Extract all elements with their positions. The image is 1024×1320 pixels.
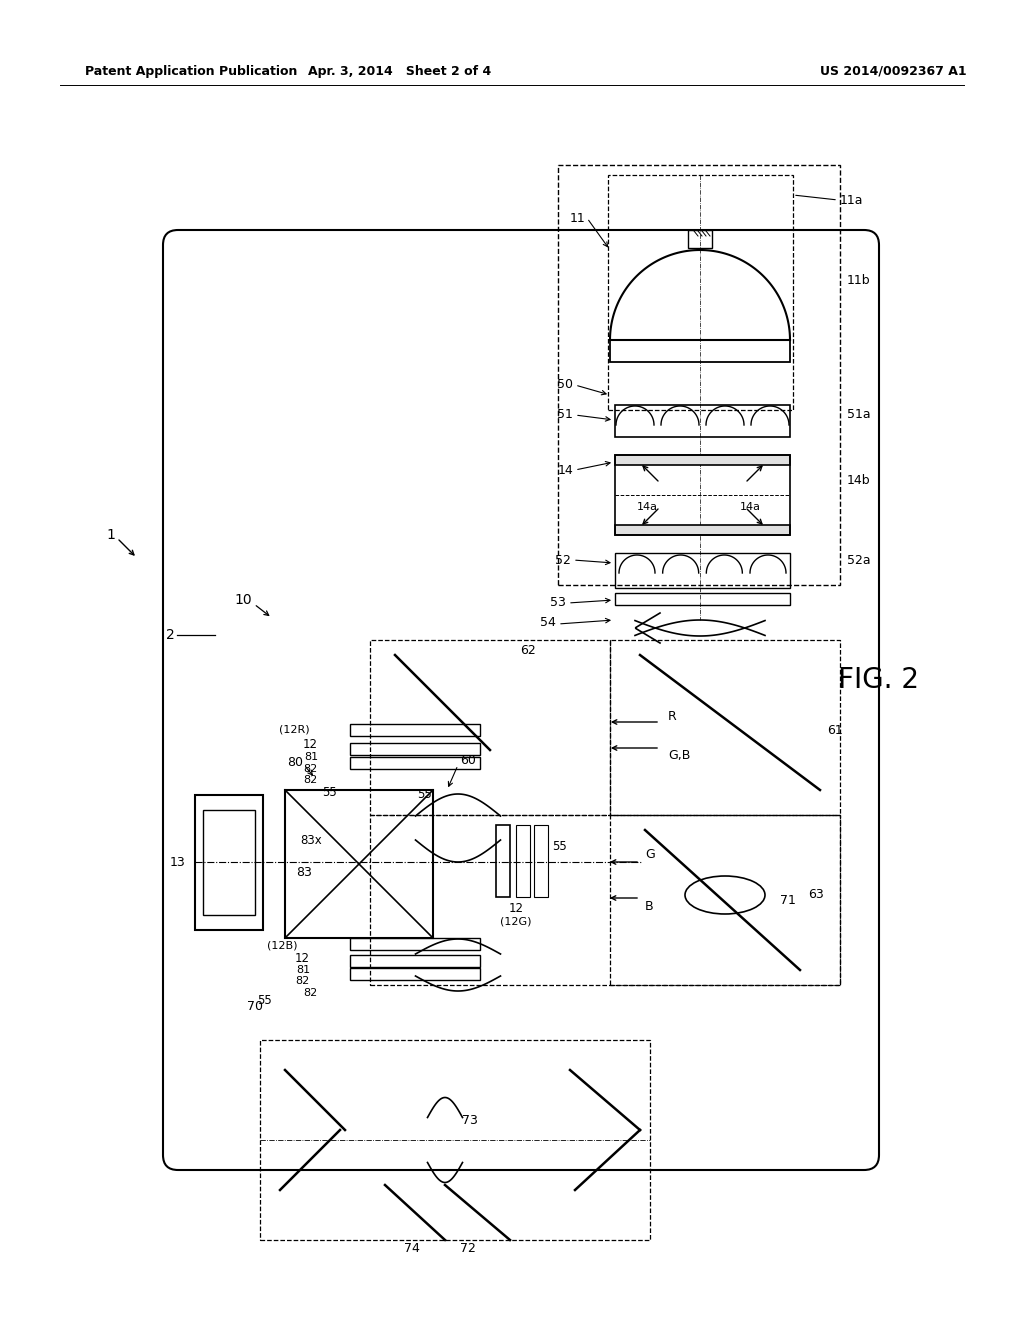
Bar [608, 176, 793, 411]
Text: 55: 55 [552, 841, 566, 854]
Text: 14a: 14a [637, 502, 657, 512]
Text: (12B): (12B) [267, 940, 298, 950]
Ellipse shape [685, 876, 765, 913]
Text: Apr. 3, 2014   Sheet 2 of 4: Apr. 3, 2014 Sheet 2 of 4 [308, 65, 492, 78]
Bar [370, 814, 840, 985]
Bar [615, 405, 790, 437]
Text: 63: 63 [808, 888, 823, 902]
Bar [370, 640, 610, 814]
Text: G,B: G,B [668, 748, 690, 762]
Bar [285, 789, 433, 939]
Text: 12: 12 [295, 952, 310, 965]
Text: 83x: 83x [300, 833, 322, 846]
Text: B: B [645, 900, 653, 913]
Text: 2: 2 [166, 628, 175, 642]
Text: 72: 72 [460, 1242, 476, 1254]
Text: 82: 82 [304, 987, 318, 998]
Bar [350, 968, 480, 979]
Text: 13: 13 [169, 855, 185, 869]
Bar [350, 756, 480, 770]
Text: 55: 55 [417, 788, 432, 801]
Text: 83: 83 [296, 866, 312, 879]
Text: FIG. 2: FIG. 2 [838, 667, 919, 694]
Text: (12R): (12R) [280, 725, 310, 735]
Bar [195, 795, 263, 931]
Bar [260, 1040, 650, 1239]
Text: 12: 12 [509, 902, 523, 915]
Bar [496, 825, 510, 898]
Bar [610, 341, 790, 362]
Bar [610, 640, 840, 814]
Bar [610, 814, 840, 985]
Text: R: R [668, 710, 677, 722]
Text: 51: 51 [557, 408, 573, 421]
Text: 82: 82 [304, 764, 318, 774]
Bar [615, 553, 790, 587]
Text: 14a: 14a [739, 502, 761, 512]
Text: 54: 54 [540, 616, 556, 630]
Text: 82: 82 [296, 975, 310, 986]
Text: G: G [645, 847, 654, 861]
Text: 12: 12 [303, 738, 318, 751]
Bar [615, 455, 790, 465]
Text: 73: 73 [462, 1114, 478, 1126]
Bar [350, 954, 480, 968]
Bar [350, 723, 480, 737]
Text: 11: 11 [569, 211, 585, 224]
Text: 11b: 11b [847, 273, 870, 286]
Bar [534, 825, 548, 898]
Bar [350, 743, 480, 755]
Text: 10: 10 [234, 593, 252, 607]
Text: 74: 74 [404, 1242, 420, 1254]
Text: 53: 53 [550, 595, 566, 609]
Text: 14b: 14b [847, 474, 870, 487]
Text: 70: 70 [247, 1001, 263, 1014]
Text: 50: 50 [557, 379, 573, 392]
Bar [350, 939, 480, 950]
Bar [688, 230, 712, 248]
Text: Patent Application Publication: Patent Application Publication [85, 65, 297, 78]
Text: 81: 81 [304, 752, 318, 762]
Bar [516, 825, 530, 898]
Bar [203, 810, 255, 915]
Bar [615, 593, 790, 605]
Bar [615, 455, 790, 535]
Text: 52: 52 [555, 553, 571, 566]
Bar [558, 165, 840, 585]
Text: 11a: 11a [840, 194, 863, 206]
Text: 1: 1 [106, 528, 115, 543]
Bar [615, 525, 790, 535]
Text: 60: 60 [460, 754, 476, 767]
Text: 55: 55 [323, 787, 337, 800]
Text: 62: 62 [520, 644, 536, 656]
Text: 14: 14 [557, 463, 573, 477]
FancyBboxPatch shape [163, 230, 879, 1170]
Text: 81: 81 [296, 965, 310, 975]
Text: (12G): (12G) [501, 917, 531, 927]
Text: 61: 61 [827, 723, 843, 737]
Text: 82: 82 [304, 775, 318, 785]
Text: 80: 80 [287, 755, 303, 768]
Text: US 2014/0092367 A1: US 2014/0092367 A1 [820, 65, 967, 78]
Text: 52a: 52a [847, 553, 870, 566]
Text: 55: 55 [257, 994, 272, 1006]
Text: 51a: 51a [847, 408, 870, 421]
Text: 71: 71 [780, 894, 796, 907]
